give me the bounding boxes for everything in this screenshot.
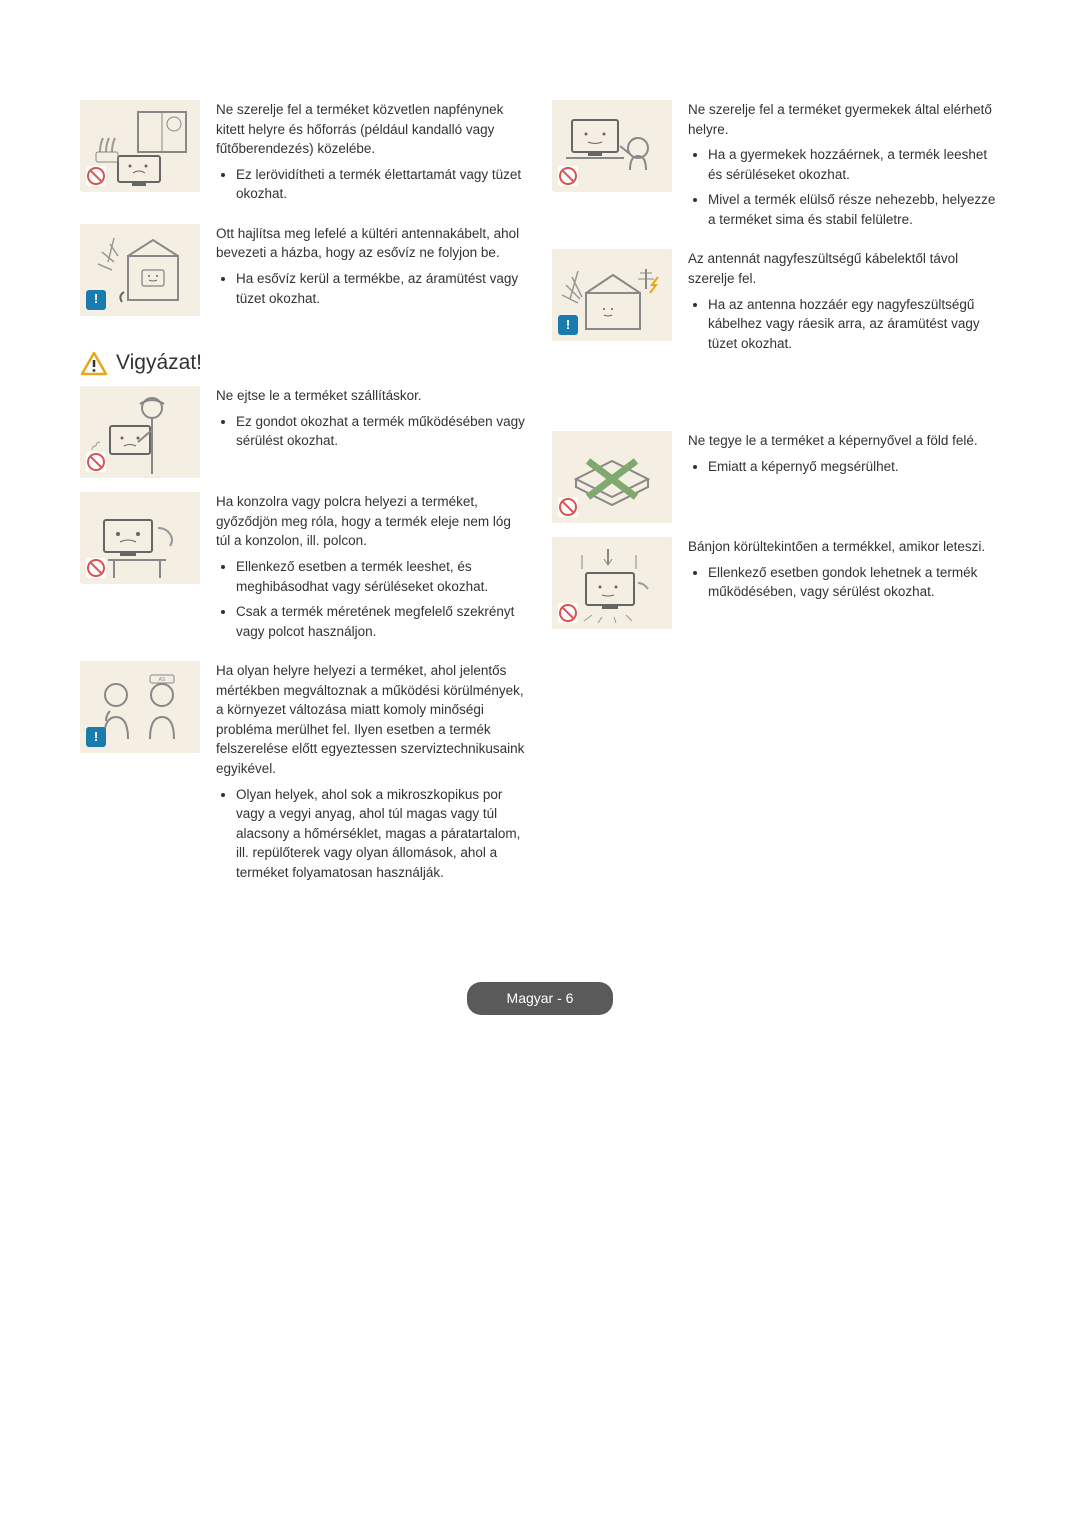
illustration-sunlight-heat: [80, 100, 200, 192]
bullet: Emiatt a képernyő megsérülhet.: [708, 457, 1000, 477]
illustration-hv-antenna: [552, 249, 672, 341]
lead-text: Ne ejtse le a terméket szállításkor.: [216, 386, 528, 406]
warning-item: Ha konzolra vagy polcra helyezi a termék…: [80, 492, 528, 647]
warning-text: Ha konzolra vagy polcra helyezi a termék…: [216, 492, 528, 647]
illustration-antenna-cable: [80, 224, 200, 316]
warning-item: Ne szerelje fel a terméket gyermekek ált…: [552, 100, 1000, 235]
right-column: Ne szerelje fel a terméket gyermekek ált…: [552, 100, 1000, 902]
illustration-service-consult: AS: [80, 661, 200, 753]
bullet: Ez lerövidítheti a termék élettartamát v…: [236, 165, 528, 204]
warning-text: Az antennát nagyfeszültségű kábelektől t…: [688, 249, 1000, 359]
caution-label: Vigyázat!: [116, 348, 202, 378]
prohibit-icon: [86, 558, 106, 578]
prohibit-icon: [558, 603, 578, 623]
lead-text: Ne tegye le a terméket a képernyővel a f…: [688, 431, 1000, 451]
bullet: Csak a termék méretének megfelelő szekré…: [236, 602, 528, 641]
lead-text: Ne szerelje fel a terméket közvetlen nap…: [216, 100, 528, 159]
bullet: Ellenkező esetben a termék leeshet, és m…: [236, 557, 528, 596]
warning-item: Ott hajlítsa meg lefelé a kültéri antenn…: [80, 224, 528, 316]
info-icon: [86, 290, 106, 310]
caution-heading: Vigyázat!: [80, 348, 528, 378]
bullet: Olyan helyek, ahol sok a mikroszkopikus …: [236, 785, 528, 883]
lead-text: Bánjon körültekintően a termékkel, amiko…: [688, 537, 1000, 557]
bullet: Ellenkező esetben gondok lehetnek a term…: [708, 563, 1000, 602]
prohibit-icon: [86, 452, 106, 472]
warning-item: Ne tegye le a terméket a képernyővel a f…: [552, 431, 1000, 523]
prohibit-icon: [558, 497, 578, 517]
prohibit-icon: [86, 166, 106, 186]
warning-text: Ne ejtse le a terméket szállításkor. Ez …: [216, 386, 528, 478]
info-icon: [558, 315, 578, 335]
prohibit-icon: [558, 166, 578, 186]
warning-text: Ne tegye le a terméket a képernyővel a f…: [688, 431, 1000, 523]
warning-item: Ne szerelje fel a terméket közvetlen nap…: [80, 100, 528, 210]
two-column-layout: Ne szerelje fel a terméket közvetlen nap…: [80, 100, 1000, 902]
caution-triangle-icon: [80, 351, 108, 376]
left-column: Ne szerelje fel a terméket közvetlen nap…: [80, 100, 528, 902]
warning-text: Ott hajlítsa meg lefelé a kültéri antenn…: [216, 224, 528, 316]
lead-text: Ott hajlítsa meg lefelé a kültéri antenn…: [216, 224, 528, 263]
warning-item: Bánjon körültekintően a termékkel, amiko…: [552, 537, 1000, 629]
warning-item: Ne ejtse le a terméket szállításkor. Ez …: [80, 386, 528, 478]
page-number: Magyar - 6: [467, 982, 614, 1014]
illustration-drop-transport: [80, 386, 200, 478]
warning-text: Ne szerelje fel a terméket gyermekek ált…: [688, 100, 1000, 235]
page-footer: Magyar - 6: [80, 982, 1000, 1014]
warning-item: AS Ha olyan helyre helyezi a terméket, a…: [80, 661, 528, 888]
bullet: Mivel a termék elülső része nehezebb, he…: [708, 190, 1000, 229]
bullet: Ha a gyermekek hozzáérnek, a termék lees…: [708, 145, 1000, 184]
bullet: Ha esővíz kerül a termékbe, az áramütést…: [236, 269, 528, 308]
bullet: Ha az antenna hozzáér egy nagyfeszültség…: [708, 295, 1000, 354]
warning-text: Ne szerelje fel a terméket közvetlen nap…: [216, 100, 528, 210]
warning-text: Ha olyan helyre helyezi a terméket, ahol…: [216, 661, 528, 888]
bullet: Ez gondot okozhat a termék működésében v…: [236, 412, 528, 451]
warning-item: Az antennát nagyfeszültségű kábelektől t…: [552, 249, 1000, 359]
illustration-shelf-overhang: [80, 492, 200, 584]
spacer: [552, 373, 1000, 431]
illustration-child-reach: [552, 100, 672, 192]
info-icon: [86, 727, 106, 747]
lead-text: Ha olyan helyre helyezi a terméket, ahol…: [216, 661, 528, 778]
illustration-careful-place: [552, 537, 672, 629]
lead-text: Ne szerelje fel a terméket gyermekek ált…: [688, 100, 1000, 139]
illustration-face-down: [552, 431, 672, 523]
lead-text: Ha konzolra vagy polcra helyezi a termék…: [216, 492, 528, 551]
svg-text:AS: AS: [159, 677, 166, 683]
lead-text: Az antennát nagyfeszültségű kábelektől t…: [688, 249, 1000, 288]
warning-text: Bánjon körültekintően a termékkel, amiko…: [688, 537, 1000, 629]
